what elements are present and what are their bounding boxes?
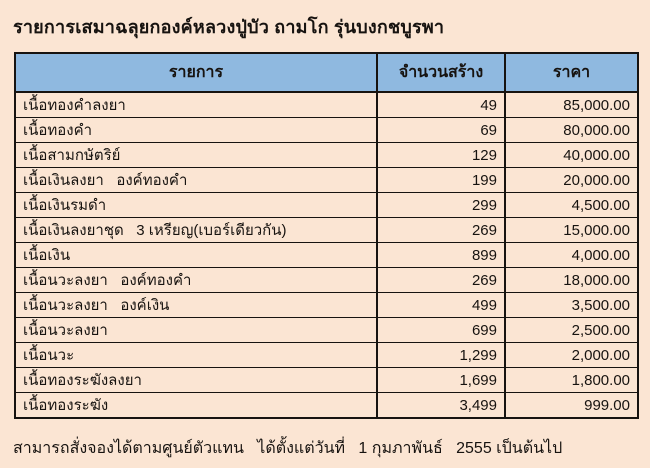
item-cell: เนื้อทองระฆังลงยา (14, 367, 378, 393)
quantity-cell: 1,299 (376, 342, 506, 368)
table-body: เนื้อทองคำลงยา 49 85,000.00 เนื้อทองคำ 69 80,… (14, 91, 639, 419)
item-cell: เนื้อสามกษัตริย์ (14, 142, 378, 168)
table-row: เนื้อเงินลงยาชุด 3 เหรียญ(เบอร์เดียวกัน)… (14, 217, 639, 243)
quantity-cell: 899 (376, 242, 506, 268)
item-cell: เนื้อนวะ (14, 342, 378, 368)
table-row: เนื้อนวะลงยา องค์เงิน 499 3,500.00 (14, 292, 639, 318)
item-cell: เนื้อทองคำ (14, 117, 378, 143)
col-header-price: ราคา (504, 52, 639, 93)
item-cell: เนื้อนวะลงยา องค์ทองคำ (14, 267, 378, 293)
table-row: เนื้อทองระฆังลงยา 1,699 1,800.00 (14, 367, 639, 393)
price-cell: 85,000.00 (504, 91, 639, 118)
price-cell: 2,500.00 (504, 317, 639, 343)
item-cell: เนื้อเงินลงยา องค์ทองคำ (14, 167, 378, 193)
table-row: เนื้อทองคำลงยา 49 85,000.00 (14, 91, 639, 118)
footer-note: สามารถสั่งจองได้ตามศูนย์ตัวแทน ได้ตั้งแต… (13, 440, 563, 457)
quantity-cell: 49 (376, 91, 506, 118)
quantity-cell: 699 (376, 317, 506, 343)
table-row: เนื้อสามกษัตริย์ 129 40,000.00 (14, 142, 639, 168)
col-header-quantity: จำนวนสร้าง (376, 52, 506, 93)
item-cell: เนื้อทองคำลงยา (14, 91, 378, 118)
price-cell: 4,000.00 (504, 242, 639, 268)
price-cell: 18,000.00 (504, 267, 639, 293)
item-cell: เนื้อทองระฆัง (14, 392, 378, 419)
page-title: รายการเสมาฉลุยกองค์หลวงปู่บัว ถามโก รุ่น… (13, 17, 445, 37)
col-header-item: รายการ (14, 52, 378, 93)
table-row: เนื้อนวะ 1,299 2,000.00 (14, 342, 639, 368)
table-row: เนื้อเงินลงยา องค์ทองคำ 199 20,000.00 (14, 167, 639, 193)
price-cell: 2,000.00 (504, 342, 639, 368)
price-cell: 20,000.00 (504, 167, 639, 193)
table-row: เนื้อทองคำ 69 80,000.00 (14, 117, 639, 143)
price-cell: 40,000.00 (504, 142, 639, 168)
price-cell: 80,000.00 (504, 117, 639, 143)
quantity-cell: 69 (376, 117, 506, 143)
price-cell: 999.00 (504, 392, 639, 419)
quantity-cell: 299 (376, 192, 506, 218)
table-row: เนื้อนวะลงยา องค์ทองคำ 269 18,000.00 (14, 267, 639, 293)
price-cell: 15,000.00 (504, 217, 639, 243)
price-cell: 3,500.00 (504, 292, 639, 318)
table-row: เนื้อเงินรมดำ 299 4,500.00 (14, 192, 639, 218)
quantity-cell: 1,699 (376, 367, 506, 393)
quantity-cell: 199 (376, 167, 506, 193)
item-cell: เนื้อเงินรมดำ (14, 192, 378, 218)
item-cell: เนื้อนวะลงยา (14, 317, 378, 343)
quantity-cell: 3,499 (376, 392, 506, 419)
table-row: เนื้อเงิน 899 4,000.00 (14, 242, 639, 268)
table-row: เนื้อนวะลงยา 699 2,500.00 (14, 317, 639, 343)
quantity-cell: 269 (376, 267, 506, 293)
quantity-cell: 269 (376, 217, 506, 243)
item-cell: เนื้อนวะลงยา องค์เงิน (14, 292, 378, 318)
price-cell: 1,800.00 (504, 367, 639, 393)
header-row: รายการ จำนวนสร้าง ราคา (14, 52, 639, 93)
quantity-cell: 499 (376, 292, 506, 318)
item-cell: เนื้อเงินลงยาชุด 3 เหรียญ(เบอร์เดียวกัน) (14, 217, 378, 243)
price-table: รายการ จำนวนสร้าง ราคา เนื้อทองคำลงยา 49 8… (14, 52, 639, 419)
quantity-cell: 129 (376, 142, 506, 168)
table-row: เนื้อทองระฆัง 3,499 999.00 (14, 392, 639, 419)
item-cell: เนื้อเงิน (14, 242, 378, 268)
price-cell: 4,500.00 (504, 192, 639, 218)
